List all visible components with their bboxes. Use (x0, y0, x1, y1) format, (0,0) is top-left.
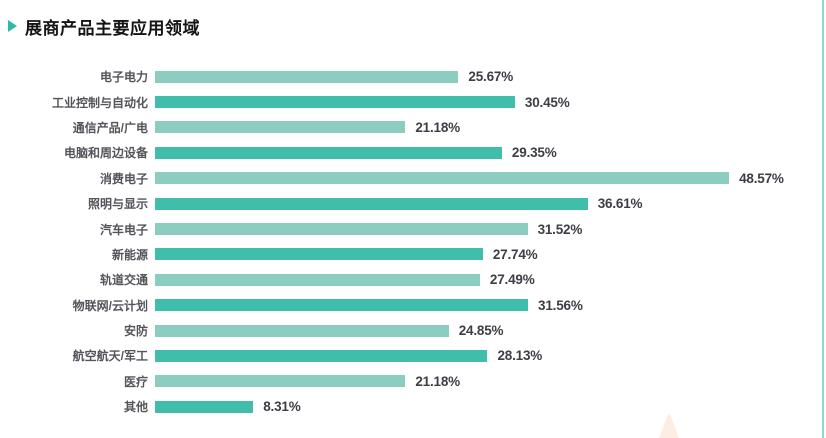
value-label: 8.31% (263, 399, 301, 415)
chart-row: 照明与显示 36.61% (0, 191, 826, 216)
category-label: 新能源 (111, 247, 148, 262)
value-label: 27.49% (489, 272, 535, 288)
value-label: 48.57% (739, 170, 784, 186)
category-label: 其他 (123, 400, 148, 415)
category-label: 医疗 (123, 374, 148, 389)
bar (155, 400, 254, 413)
category-label: 照明与显示 (87, 197, 148, 212)
bar (155, 172, 730, 185)
category-label: 电脑和周边设备 (63, 146, 148, 161)
bar (155, 121, 406, 134)
bar (155, 248, 483, 261)
chart-row: 安防 24.85% (0, 318, 826, 343)
chart-row: 消费电子 48.57% (0, 166, 826, 191)
value-label: 29.35% (511, 145, 557, 161)
category-label: 汽车电子 (99, 222, 148, 237)
bar (155, 96, 515, 109)
chart-row: 新能源 27.74% (0, 242, 826, 267)
title-triangle-marker-icon (8, 20, 17, 32)
chart-row: 医疗 21.18% (0, 369, 826, 394)
chart-row: 电脑和周边设备 29.35% (0, 140, 826, 165)
bar (155, 375, 406, 388)
value-label: 36.61% (597, 196, 643, 212)
category-label: 轨道交通 (99, 273, 148, 288)
bar (155, 273, 480, 286)
value-label: 30.45% (524, 94, 570, 110)
chart-title-row: 展商产品主要应用领域 (0, 14, 826, 38)
category-label: 物联网/云计划 (72, 298, 148, 313)
bar (155, 197, 588, 210)
right-accent-line (822, 0, 824, 438)
category-label: 安防 (123, 324, 148, 339)
bar (155, 146, 502, 159)
value-label: 25.67% (468, 69, 513, 85)
horizontal-bar-chart: 电子电力 25.67% 工业控制与自动化 30.45% 通信产品/广电 21.18% 电脑和… (0, 64, 826, 419)
chart-row: 汽车电子 31.52% (0, 216, 826, 241)
bar (155, 223, 528, 236)
chart-row: 通信产品/广电 21.18% (0, 115, 826, 140)
bar (155, 349, 488, 362)
category-label: 工业控制与自动化 (51, 95, 148, 110)
value-label: 31.52% (537, 221, 583, 237)
chart-row: 航空航天/军工 28.13% (0, 343, 826, 368)
chart-row: 工业控制与自动化 30.45% (0, 89, 826, 114)
chart-title: 展商产品主要应用领域 (25, 18, 200, 38)
chart-row: 其他 8.31% (0, 394, 826, 419)
bar (155, 70, 459, 83)
value-label: 21.18% (415, 373, 460, 389)
value-label: 28.13% (497, 348, 543, 364)
value-label: 24.85% (458, 323, 504, 339)
value-label: 27.74% (492, 246, 538, 262)
category-label: 消费电子 (99, 171, 148, 186)
chart-row: 物联网/云计划 31.56% (0, 293, 826, 318)
bar (155, 324, 449, 337)
category-label: 通信产品/广电 (72, 120, 148, 135)
category-label: 航空航天/军工 (72, 349, 148, 364)
category-label: 电子电力 (99, 70, 148, 85)
chart-row: 电子电力 25.67% (0, 64, 826, 89)
value-label: 31.56% (538, 297, 583, 313)
value-label: 21.18% (415, 119, 460, 135)
bar (155, 299, 529, 312)
chart-row: 轨道交通 27.49% (0, 267, 826, 292)
